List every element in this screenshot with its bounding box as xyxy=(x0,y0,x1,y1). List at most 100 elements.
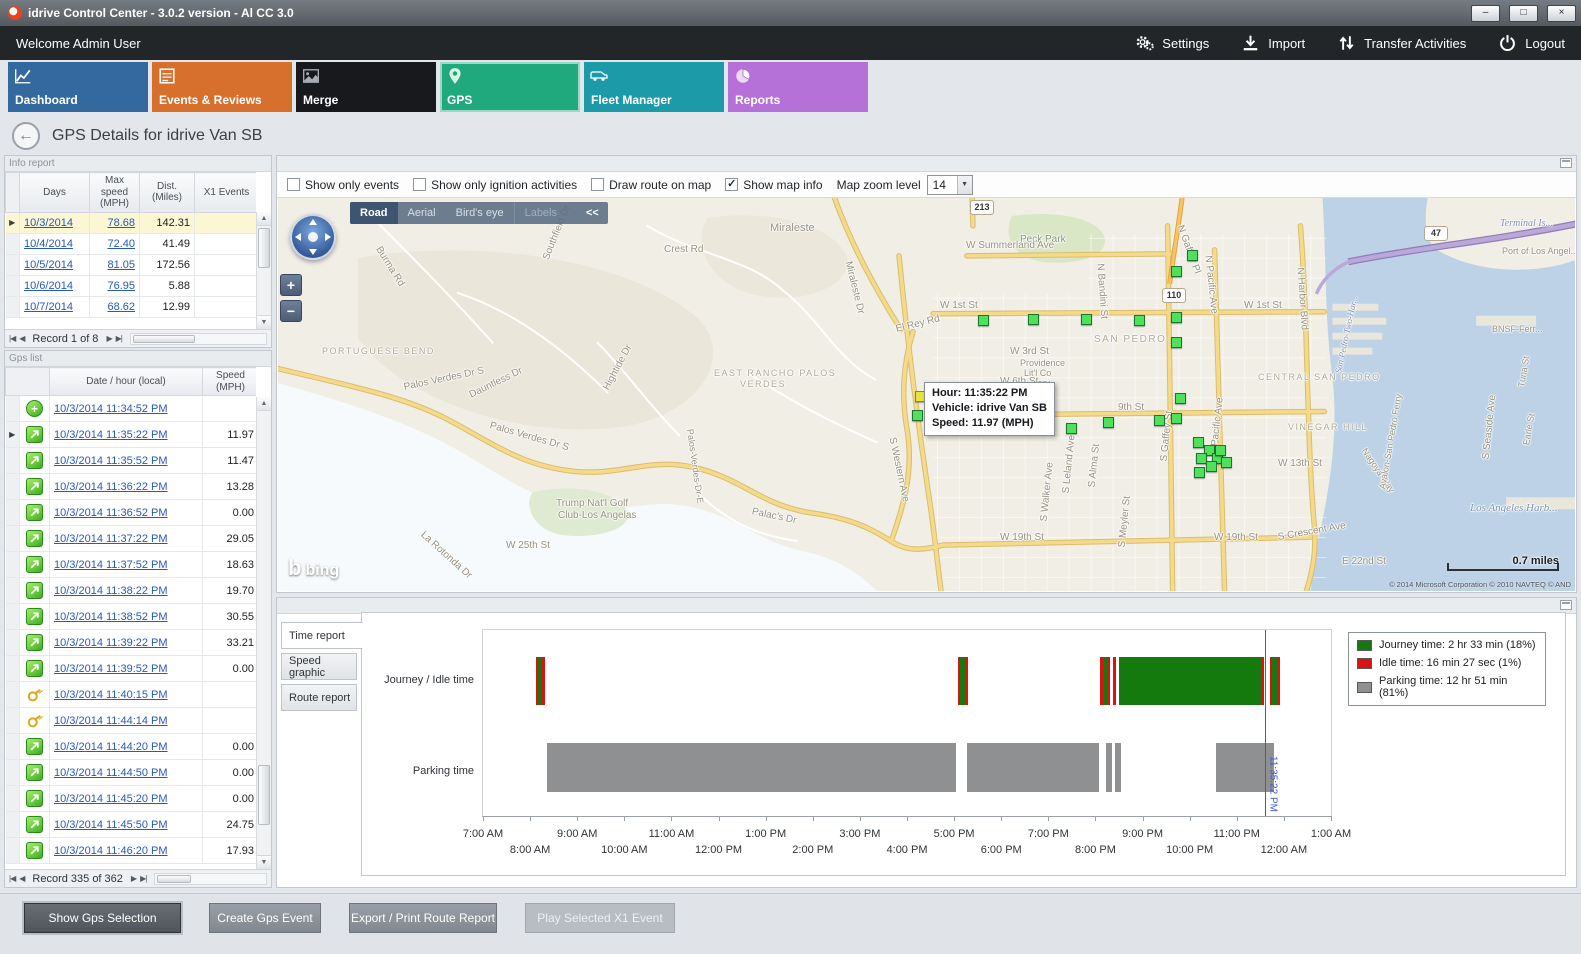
checkbox-show-map-info[interactable]: ✓ Show map info xyxy=(725,178,823,192)
gps-list-row[interactable]: 10/3/2014 11:38:52 PM 30.55 xyxy=(5,603,256,630)
column-header-speed-mph[interactable]: Speed (MPH) xyxy=(202,367,256,396)
gps-datetime-link[interactable]: 10/3/2014 11:36:22 PM xyxy=(54,480,168,493)
gps-marker[interactable] xyxy=(1221,457,1232,468)
scrollbar-thumb[interactable] xyxy=(258,765,270,826)
gps-list-row[interactable]: 10/3/2014 11:44:50 PM 0.00 xyxy=(5,759,256,786)
gps-list-row[interactable]: 10/3/2014 11:45:20 PM 0.00 xyxy=(5,785,256,812)
map-style-road[interactable]: Road xyxy=(350,202,398,224)
nav-tile-fleet-manager[interactable]: Fleet Manager xyxy=(584,62,724,112)
pager-first-button[interactable]: |◀ xyxy=(9,334,16,343)
gps-marker[interactable] xyxy=(1193,437,1204,448)
map-canvas[interactable] xyxy=(278,198,1575,591)
minimize-button[interactable]: – xyxy=(1471,4,1500,22)
gps-datetime-link[interactable]: 10/3/2014 11:44:14 PM xyxy=(54,714,168,727)
pager-prev-button[interactable]: ◀ xyxy=(19,874,25,883)
column-header-date-hour-local[interactable]: Date / hour (local) xyxy=(49,367,203,396)
pager-next-button[interactable]: ▶ xyxy=(130,874,137,883)
map-style-aerial[interactable]: Aerial xyxy=(407,207,436,219)
gps-marker[interactable] xyxy=(1028,314,1039,325)
nav-tile-dashboard[interactable]: Dashboard xyxy=(8,62,148,112)
scroll-down-button[interactable]: ▼ xyxy=(257,315,271,329)
gps-list-row[interactable]: 10/3/2014 11:37:22 PM 29.05 xyxy=(5,525,256,552)
gps-datetime-link[interactable]: 10/3/2014 11:38:22 PM xyxy=(54,584,168,597)
gps-list-row[interactable]: 10/3/2014 11:46:20 PM 17.93 xyxy=(5,837,256,864)
info-report-row[interactable]: 10/6/2014 76.95 5.88 xyxy=(5,275,256,297)
checkbox-draw-route-on-map[interactable]: Draw route on map xyxy=(591,178,711,192)
gps-datetime-link[interactable]: 10/3/2014 11:36:52 PM xyxy=(54,506,168,519)
close-button[interactable]: × xyxy=(1547,4,1576,22)
scrollbar-thumb[interactable] xyxy=(157,874,191,883)
tab-speed-graphic[interactable]: Speed graphic xyxy=(281,653,357,680)
gps-datetime-link[interactable]: 10/3/2014 11:38:52 PM xyxy=(54,610,168,623)
scroll-down-button[interactable]: ▼ xyxy=(257,855,271,869)
gps-marker[interactable] xyxy=(1206,461,1217,472)
checkbox-box[interactable]: ✓ xyxy=(725,178,739,191)
map-style-collapse-button[interactable]: << xyxy=(586,207,599,219)
scrollbar-thumb[interactable] xyxy=(258,228,270,268)
gps-list-row[interactable]: +10/3/2014 11:34:52 PM xyxy=(5,395,256,422)
create-gps-event-button[interactable]: Create Gps Event xyxy=(209,903,321,933)
scrollbar-thumb[interactable] xyxy=(132,334,195,343)
map-zoom-level-select[interactable]: 14 ▼ xyxy=(926,174,973,195)
max-speed-link[interactable]: 68.62 xyxy=(107,300,135,313)
gps-list-row[interactable]: ▶ 10/3/2014 11:35:22 PM 11.97 xyxy=(5,421,256,448)
tab-route-report[interactable]: Route report xyxy=(281,684,357,711)
gps-list-row[interactable]: 10/3/2014 11:45:50 PM 24.75 xyxy=(5,811,256,838)
checkbox-show-only-ignition-activities[interactable]: Show only ignition activities xyxy=(413,178,577,192)
gps-list-row[interactable]: 10/3/2014 11:44:14 PM xyxy=(5,707,256,734)
gps-datetime-link[interactable]: 10/3/2014 11:37:52 PM xyxy=(54,558,168,571)
import-button[interactable]: Import xyxy=(1241,34,1305,52)
checkbox-box[interactable] xyxy=(591,178,605,191)
pager-last-button[interactable]: ▶| xyxy=(140,874,147,883)
map-zoom-out-button[interactable]: − xyxy=(280,300,302,322)
gps-marker[interactable] xyxy=(1154,415,1165,426)
max-speed-link[interactable]: 81.05 xyxy=(107,258,135,271)
gps-marker[interactable] xyxy=(1081,314,1092,325)
gps-marker[interactable] xyxy=(1194,467,1205,478)
gps-marker[interactable] xyxy=(978,315,989,326)
gps-datetime-link[interactable]: 10/3/2014 11:44:20 PM xyxy=(54,740,168,753)
gps-marker[interactable] xyxy=(912,410,923,421)
info-report-row[interactable]: 10/7/2014 68.62 12.99 xyxy=(5,296,256,318)
gps-marker[interactable] xyxy=(1171,312,1182,323)
collapse-map-panel-button[interactable] xyxy=(1560,158,1572,168)
map[interactable]: Miraleste Peck Park W Summerland Ave Crest … xyxy=(278,198,1575,591)
gps-marker[interactable] xyxy=(1171,337,1182,348)
checkbox-show-only-events[interactable]: Show only events xyxy=(287,178,399,192)
maximize-button[interactable]: □ xyxy=(1509,4,1538,22)
pager-last-button[interactable]: ▶| xyxy=(115,334,123,343)
gps-marker[interactable] xyxy=(1187,250,1198,261)
gps-list-row[interactable]: 10/3/2014 11:36:22 PM 13.28 xyxy=(5,473,256,500)
collapse-chart-panel-button[interactable] xyxy=(1560,600,1572,610)
map-compass-control[interactable] xyxy=(290,214,336,260)
gps-datetime-link[interactable]: 10/3/2014 11:39:52 PM xyxy=(54,662,168,675)
gps-marker[interactable] xyxy=(1171,413,1182,424)
map-style-bird-s-eye[interactable]: Bird's eye xyxy=(455,207,504,219)
max-speed-link[interactable]: 76.95 xyxy=(107,279,135,292)
gps-list-row[interactable]: 10/3/2014 11:40:15 PM xyxy=(5,681,256,708)
transfer-activities-button[interactable]: Transfer Activities xyxy=(1337,34,1466,52)
map-zoom-in-button[interactable]: + xyxy=(280,274,302,296)
gps-list-row[interactable]: 10/3/2014 11:37:52 PM 18.63 xyxy=(5,551,256,578)
nav-tile-merge[interactable]: Merge xyxy=(296,62,436,112)
gps-marker[interactable] xyxy=(1134,315,1145,326)
export-print-route-report-button[interactable]: Export / Print Route Report xyxy=(349,903,497,933)
nav-tile-reports[interactable]: Reports xyxy=(728,62,868,112)
gps-list-row[interactable]: 10/3/2014 11:36:52 PM 0.00 xyxy=(5,499,256,526)
max-speed-link[interactable]: 72.40 xyxy=(107,237,135,250)
gps-marker[interactable] xyxy=(1066,423,1077,434)
gps-datetime-link[interactable]: 10/3/2014 11:35:52 PM xyxy=(54,454,168,467)
scroll-up-button[interactable]: ▲ xyxy=(257,397,271,411)
column-header-dist-miles[interactable]: Dist. (Miles) xyxy=(139,172,195,213)
column-header-x1-events[interactable]: X1 Events xyxy=(194,172,256,213)
column-header-max-speed-mph[interactable]: Max speed (MPH) xyxy=(89,172,140,213)
checkbox-box[interactable] xyxy=(413,178,427,191)
gps-list-row[interactable]: 10/3/2014 11:39:22 PM 33.21 xyxy=(5,629,256,656)
gps-datetime-link[interactable]: 10/3/2014 11:46:20 PM xyxy=(54,844,168,857)
nav-tile-events-reviews[interactable]: Events & Reviews xyxy=(152,62,292,112)
gps-list-row[interactable]: 10/3/2014 11:38:22 PM 19.70 xyxy=(5,577,256,604)
column-header-days[interactable]: Days xyxy=(19,172,90,213)
gps-list-row[interactable]: 10/3/2014 11:35:52 PM 11.47 xyxy=(5,447,256,474)
gps-marker[interactable] xyxy=(1196,453,1207,464)
gps-list-row[interactable]: 10/3/2014 11:44:20 PM 0.00 xyxy=(5,733,256,760)
